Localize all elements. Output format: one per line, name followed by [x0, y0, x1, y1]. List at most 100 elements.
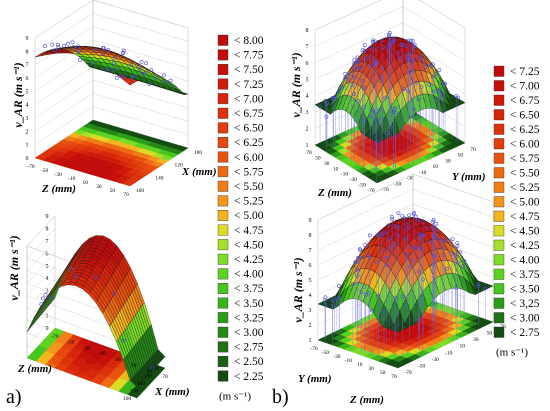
- z-tick-label: 1: [46, 314, 49, 320]
- legend-b-unit: (m s⁻¹): [496, 347, 528, 359]
- grid-line: [314, 0, 466, 31]
- x-tick-label: -10: [98, 351, 106, 357]
- legend-b-swatch: [493, 94, 505, 106]
- x-tick-label: -30: [350, 177, 358, 183]
- z-tick-label: 5: [306, 77, 309, 83]
- legend-a-swatch: [217, 93, 229, 105]
- legend-b-swatch: [493, 283, 505, 295]
- data-point: [137, 64, 141, 69]
- grid-line: [34, 0, 189, 39]
- grid-line: [34, 93, 189, 132]
- data-point: [163, 80, 168, 85]
- legend-a-label: < 3.50: [234, 298, 264, 310]
- x-tick-label: 10: [83, 180, 89, 186]
- legend-b-label: < 3.75: [510, 269, 540, 281]
- panel-label-a: a): [6, 386, 22, 408]
- legend-a-label: < 2.25: [234, 371, 264, 383]
- legend-a-label: < 6.75: [234, 108, 264, 120]
- legend-a-label: < 6.50: [234, 123, 264, 135]
- y-tick-label: -10: [445, 350, 453, 356]
- y-tick-label: -30: [431, 357, 439, 363]
- x-tick-label: -10: [345, 358, 353, 364]
- y-tick-label: 120: [151, 366, 160, 372]
- legend-a-swatch: [217, 370, 229, 382]
- z-tick-label: 6: [26, 76, 29, 82]
- x-tick-label: 70: [123, 192, 129, 198]
- legend-a-swatch: [217, 122, 229, 134]
- data-point: [41, 296, 45, 301]
- plot-a-top: 0 1 2 3 4 5 6 7 8 9 -70 -50 -30 -10 10 30 50 70 160 140 120 1…: [11, 0, 217, 198]
- legend-b-swatch: [493, 239, 505, 251]
- legend-b-swatch: [493, 268, 505, 280]
- y-axis-title: X (mm): [154, 386, 190, 398]
- legend-b-swatch: [493, 254, 505, 266]
- y-tick-label: 50: [487, 331, 493, 337]
- legend-b-swatch: [493, 138, 505, 150]
- z-tick-label: 6: [46, 251, 49, 257]
- legend-b-swatch: [493, 152, 505, 164]
- legend-a-label: < 6.25: [234, 137, 264, 149]
- x-axis-title: Z (mm): [17, 363, 52, 375]
- x-tick-label: -70: [367, 188, 375, 194]
- legend-b-swatch: [493, 196, 505, 208]
- legend-b-label: < 5.75: [510, 153, 540, 165]
- legend-a-label: < 4.75: [234, 225, 264, 237]
- z-tick-label: 6: [306, 61, 309, 67]
- grid-line: [314, 6, 466, 47]
- surface-cell: [481, 284, 494, 290]
- legend-a-swatch: [217, 63, 229, 75]
- z-tick-label: 9: [46, 214, 49, 220]
- legend-a: < 8.00 < 7.75 < 7.50 < 7.25 < 7.00 < 6.75 < 6.…: [217, 34, 264, 402]
- data-point: [70, 40, 75, 45]
- x-tick-label: -50: [41, 168, 49, 174]
- x-tick-label: -50: [322, 350, 330, 356]
- z-axis-title: v_AR (m s⁻¹): [11, 62, 25, 127]
- legend-a-label: < 7.50: [234, 64, 264, 76]
- data-point: [130, 75, 134, 80]
- grid-line: [317, 173, 494, 221]
- x-tick-label: 10: [357, 362, 363, 368]
- x-tick-label: -70: [51, 334, 59, 340]
- data-point: [53, 48, 57, 53]
- data-point: [140, 71, 145, 76]
- grid-line: [26, 278, 138, 349]
- data-point: [121, 48, 126, 53]
- z-tick-label: 4: [46, 276, 49, 282]
- legend-b-swatch: [493, 65, 505, 77]
- data-point: [168, 78, 173, 83]
- y-tick-label: 120: [175, 163, 184, 169]
- z-tick-label: 3: [306, 110, 309, 116]
- data-point: [150, 365, 155, 370]
- x-tick-label: 70: [306, 150, 312, 156]
- legend-a-label: < 3.25: [234, 312, 264, 324]
- legend-a-swatch: [217, 297, 229, 309]
- x-tick-label: 30: [324, 161, 330, 167]
- z-tick-label: 8: [26, 49, 29, 55]
- x-tick-label: -50: [358, 183, 366, 189]
- data-point: [39, 302, 44, 307]
- legend-a-swatch: [217, 326, 229, 338]
- y-tick-label: 10: [460, 344, 466, 350]
- x-tick-label: -10: [68, 176, 76, 182]
- legend-a-swatch: [217, 49, 229, 61]
- legend-a-swatch: [217, 151, 229, 163]
- data-point: [114, 76, 119, 80]
- z-tick-label: 1: [309, 338, 312, 344]
- legend-b-label: < 5.50: [510, 168, 540, 180]
- grid-line: [34, 39, 189, 79]
- legend-b-label: < 7.00: [510, 81, 540, 93]
- surface-cell: [53, 279, 63, 301]
- x-tick-label: 70: [391, 374, 397, 380]
- z-tick-label: 1: [26, 143, 29, 149]
- floor-cell: [174, 145, 189, 152]
- z-tick-label: 5: [46, 264, 49, 270]
- legend-a-label: < 7.00: [234, 93, 264, 105]
- y-tick-label: -70: [404, 370, 412, 376]
- data-point: [121, 51, 125, 56]
- legend-b-label: < 6.50: [510, 110, 540, 122]
- data-point: [56, 43, 61, 47]
- z-tick-label: 4: [306, 94, 309, 100]
- grid-line: [26, 265, 138, 336]
- legend-b-swatch: [493, 80, 505, 92]
- legend-a-swatch: [217, 78, 229, 90]
